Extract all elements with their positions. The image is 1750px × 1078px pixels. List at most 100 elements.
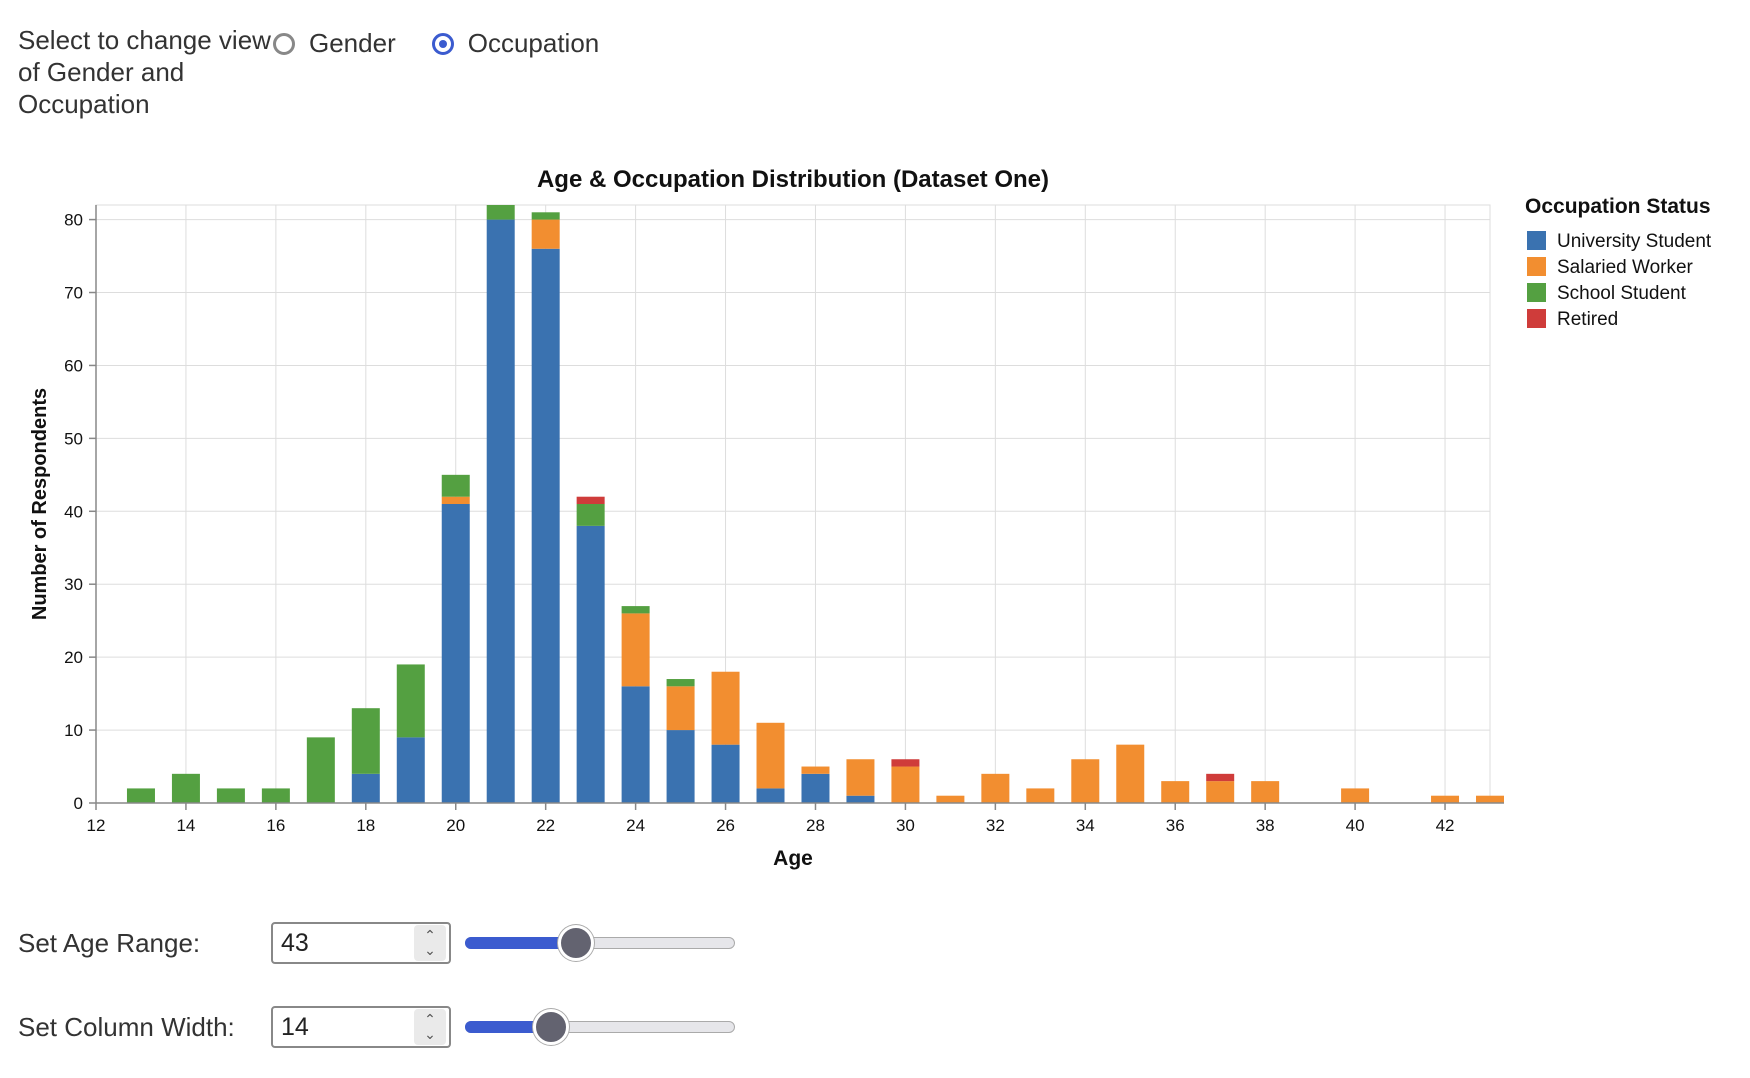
x-tick-label: 12	[87, 816, 106, 835]
chevron-up-icon[interactable]: ⌃	[424, 927, 436, 943]
bar-university-student	[531, 248, 560, 803]
bar-salaried-worker	[531, 219, 560, 249]
legend-swatch	[1527, 257, 1546, 276]
radio-gender-indicator[interactable]	[273, 32, 295, 55]
bar-salaried-worker	[1341, 788, 1370, 803]
bar-school-student	[531, 212, 560, 220]
x-tick-label: 22	[536, 816, 555, 835]
age-range-slider-thumb[interactable]	[557, 925, 594, 961]
x-tick-label: 20	[446, 816, 465, 835]
bar-school-student	[666, 679, 695, 687]
bar-school-student	[396, 664, 425, 738]
bar-salaried-worker	[891, 766, 920, 803]
bar-salaried-worker	[1161, 781, 1190, 803]
column-width-spinner[interactable]: ⌃ ⌄	[414, 1009, 446, 1045]
x-tick-label: 32	[986, 816, 1005, 835]
x-tick-label: 40	[1346, 816, 1365, 835]
y-tick-label: 10	[64, 721, 83, 740]
x-tick-label: 36	[1166, 816, 1185, 835]
legend-label: Salaried Worker	[1557, 257, 1694, 278]
bar-university-student	[801, 773, 830, 803]
x-tick-label: 24	[626, 816, 645, 835]
radio-occupation[interactable]: Occupation	[431, 28, 599, 59]
bar-university-student	[666, 730, 695, 803]
legend-title: Occupation Status	[1525, 195, 1711, 218]
legend-swatch	[1527, 231, 1546, 250]
bar-salaried-worker	[846, 759, 875, 796]
bar-school-student	[216, 788, 245, 803]
bar-school-student	[486, 205, 515, 220]
bar-school-student	[126, 788, 155, 803]
y-tick-label: 70	[64, 284, 83, 303]
y-tick-label: 60	[64, 356, 83, 375]
bar-salaried-worker	[1206, 781, 1235, 803]
age-range-label: Set Age Range:	[18, 927, 201, 958]
age-occupation-chart: 12 14 16 18 20 22 24 26 28 30 32 34 36 38 40 42 0 10 20 30 4…	[29, 166, 1712, 870]
y-tick-label: 0	[74, 794, 83, 813]
bar-university-student	[711, 744, 740, 803]
y-tick-label: 80	[64, 211, 83, 230]
chevron-down-icon[interactable]: ⌄	[424, 942, 436, 958]
y-tick-label: 50	[64, 429, 83, 448]
bar-school-student	[351, 708, 380, 774]
legend-swatch	[1527, 309, 1546, 328]
x-axis-label: Age	[773, 847, 813, 870]
bar-salaried-worker	[1116, 744, 1145, 803]
y-axis-label: Number of Respondents	[29, 388, 51, 620]
chevron-down-icon[interactable]: ⌄	[424, 1026, 436, 1042]
legend-label: Retired	[1557, 309, 1618, 330]
bar-university-student	[441, 504, 470, 803]
column-width-slider-fill	[465, 1021, 552, 1033]
legend-label: University Student	[1557, 231, 1712, 252]
column-width-input[interactable]: 14 ⌃ ⌄	[271, 1006, 451, 1048]
x-tick-label: 38	[1256, 816, 1275, 835]
age-range-input[interactable]: 43 ⌃ ⌄	[271, 922, 451, 964]
x-tick-label: 16	[266, 816, 285, 835]
view-selector-label: Select to change view of Gender and Occu…	[18, 25, 271, 119]
column-width-slider-thumb[interactable]	[533, 1009, 570, 1045]
bar-university-student	[576, 525, 605, 803]
column-width-control: Set Column Width: 14 ⌃ ⌄	[18, 1006, 735, 1048]
bar-university-student	[351, 773, 380, 803]
bar-salaried-worker	[1251, 781, 1280, 803]
bar-salaried-worker	[1431, 795, 1460, 803]
bar-salaried-worker	[981, 773, 1010, 803]
x-tick-label: 18	[356, 816, 375, 835]
bar-salaried-worker	[936, 795, 965, 803]
bar-salaried-worker	[711, 671, 740, 745]
chevron-up-icon[interactable]: ⌃	[424, 1011, 436, 1027]
bar-school-student	[441, 474, 470, 497]
legend-label: School Student	[1557, 283, 1687, 304]
bar-salaried-worker	[1476, 795, 1504, 803]
y-tick-label: 20	[64, 648, 83, 667]
bar-salaried-worker	[801, 766, 830, 774]
x-tick-label: 14	[176, 816, 195, 835]
plot-frame	[95, 204, 1491, 804]
x-tick-label: 42	[1436, 816, 1455, 835]
bar-salaried-worker	[441, 496, 470, 504]
age-range-value: 43	[281, 928, 309, 957]
bar-retired	[576, 496, 605, 504]
bar-university-student	[396, 737, 425, 803]
y-tick-label: 30	[64, 575, 83, 594]
radio-gender[interactable]: Gender	[273, 28, 396, 59]
bar-school-student	[171, 773, 200, 803]
bar-salaried-worker	[756, 722, 785, 789]
x-tick-label: 26	[716, 816, 735, 835]
bar-school-student	[621, 606, 650, 614]
y-tick-label: 40	[64, 502, 83, 521]
bar-university-student	[486, 219, 515, 804]
age-range-slider-fill	[465, 937, 576, 949]
column-width-value: 14	[281, 1012, 309, 1041]
radio-occupation-indicator[interactable]	[431, 32, 454, 55]
bar-school-student	[306, 737, 335, 803]
age-range-slider[interactable]	[465, 925, 735, 961]
age-range-spinner[interactable]: ⌃ ⌄	[414, 925, 446, 961]
x-tick-label: 34	[1076, 816, 1095, 835]
legend-swatch	[1527, 283, 1546, 302]
radio-gender-label: Gender	[309, 28, 396, 58]
column-width-slider[interactable]	[465, 1009, 735, 1045]
chart-title: Age & Occupation Distribution (Dataset O…	[537, 166, 1049, 193]
bar-retired	[1206, 773, 1235, 782]
bar-salaried-worker	[1071, 759, 1100, 803]
